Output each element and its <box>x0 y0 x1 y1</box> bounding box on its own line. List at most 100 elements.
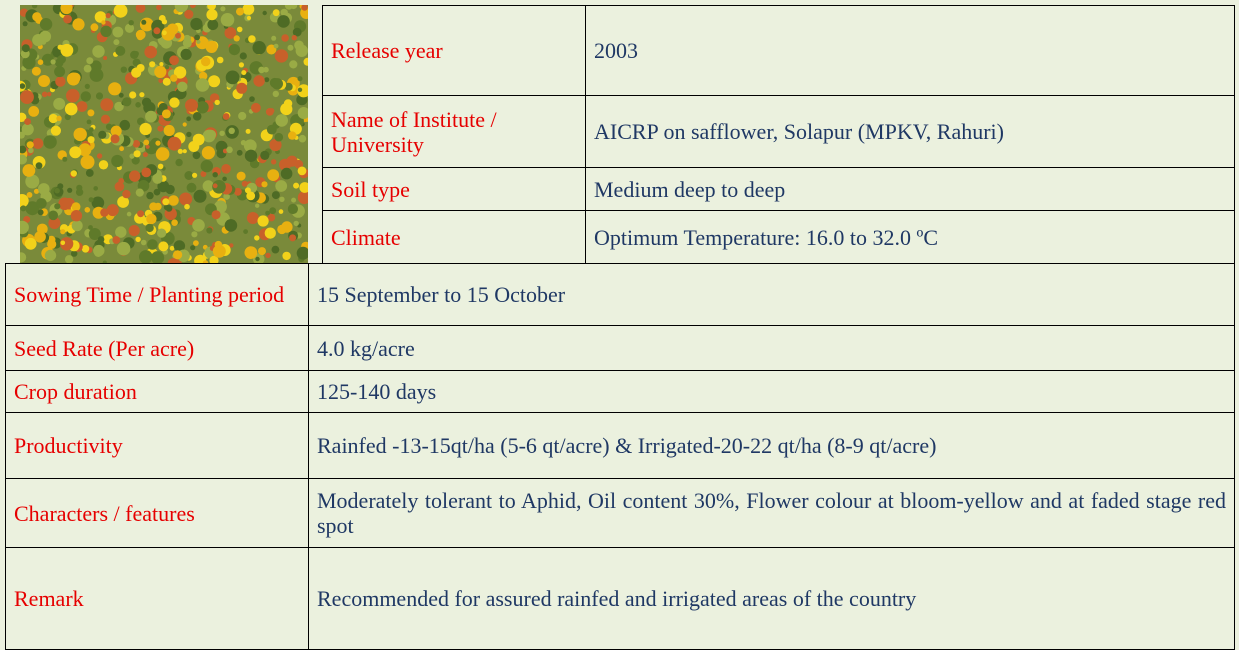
texture-dot <box>289 234 297 242</box>
texture-dot <box>291 35 297 41</box>
texture-dot <box>164 65 170 70</box>
texture-dot <box>129 170 141 182</box>
texture-dot <box>236 26 243 33</box>
texture-dot <box>177 148 183 154</box>
texture-dot <box>124 23 135 33</box>
texture-dot <box>128 20 134 26</box>
texture-dot <box>38 75 50 87</box>
texture-dot <box>251 102 261 113</box>
texture-dot <box>183 34 192 43</box>
table-row: Soil type Medium deep to deep <box>322 167 1235 211</box>
texture-dot <box>25 174 40 189</box>
texture-dot <box>169 245 175 251</box>
texture-dot <box>43 135 57 149</box>
texture-dot <box>166 23 179 35</box>
texture-dot <box>190 17 203 31</box>
texture-dot <box>162 198 170 206</box>
texture-dot <box>167 136 182 151</box>
texture-dot <box>297 87 303 93</box>
texture-dot <box>287 44 294 51</box>
texture-dot <box>41 91 48 98</box>
texture-dot <box>91 196 105 210</box>
texture-dot <box>24 118 31 125</box>
texture-dot <box>209 255 219 263</box>
row-label: Soil type <box>322 167 586 211</box>
texture-dot <box>201 146 215 160</box>
texture-dot <box>84 83 90 89</box>
texture-dot <box>76 101 88 112</box>
texture-dot <box>186 182 197 193</box>
texture-dot <box>301 5 308 11</box>
texture-dot <box>254 235 260 241</box>
texture-dot <box>165 205 173 212</box>
texture-dot <box>81 245 90 253</box>
texture-dot <box>56 115 62 122</box>
texture-dot <box>142 152 148 158</box>
row-label: Remark <box>5 547 309 650</box>
texture-dot <box>54 203 61 210</box>
texture-dot <box>88 228 101 240</box>
texture-dot <box>50 125 61 136</box>
row-value: Optimum Temperature: 16.0 to 32.0 ºC <box>585 210 1235 264</box>
texture-dot <box>229 243 234 248</box>
texture-dot <box>97 236 105 243</box>
texture-dot <box>282 251 291 261</box>
texture-dot <box>72 18 85 31</box>
texture-dot <box>110 125 122 137</box>
row-label: Seed Rate (Per acre) <box>5 325 309 371</box>
texture-dot <box>131 67 142 78</box>
texture-dot <box>188 141 200 152</box>
texture-dot <box>283 99 293 108</box>
texture-dot <box>238 62 244 68</box>
texture-dot <box>219 130 225 136</box>
texture-dot <box>83 64 92 73</box>
texture-dot <box>266 124 277 135</box>
texture-dot <box>244 149 258 162</box>
texture-dot <box>280 167 293 180</box>
texture-dot <box>22 164 36 177</box>
texture-dot <box>120 66 128 73</box>
texture-dot <box>37 209 44 216</box>
texture-dot <box>20 154 27 165</box>
texture-dot <box>122 97 132 107</box>
row-label: Productivity <box>5 412 309 479</box>
texture-dot <box>137 117 145 126</box>
texture-dot <box>236 82 248 94</box>
texture-dot <box>257 215 269 227</box>
texture-dot <box>44 249 57 262</box>
texture-dot <box>20 252 27 263</box>
texture-dot <box>194 254 207 263</box>
texture-dot <box>20 90 34 104</box>
texture-dot <box>175 158 183 167</box>
texture-dot <box>113 5 128 18</box>
texture-dot <box>271 78 283 90</box>
texture-dot <box>21 123 34 136</box>
row-value: Moderately tolerant to Aphid, Oil conten… <box>308 478 1235 548</box>
texture-dot <box>64 113 71 121</box>
texture-dot <box>66 88 80 103</box>
texture-dot <box>139 122 152 136</box>
texture-dot <box>106 204 119 217</box>
table-row: Name of Institute / University AICRP on s… <box>322 95 1235 168</box>
texture-dot <box>211 210 221 220</box>
texture-dot <box>292 27 302 37</box>
texture-dot <box>87 109 95 117</box>
texture-dot <box>162 30 167 36</box>
row-label: Characters / features <box>5 478 309 548</box>
texture-dot <box>71 250 78 257</box>
table-row: Seed Rate (Per acre) 4.0 kg/acre <box>5 325 1235 371</box>
texture-dot <box>20 194 29 208</box>
texture-dot <box>244 246 258 259</box>
texture-dot <box>22 21 28 27</box>
texture-dot <box>286 155 298 167</box>
texture-dot <box>126 211 132 217</box>
texture-dot <box>108 82 122 96</box>
texture-dot <box>271 245 280 254</box>
texture-dot <box>103 56 108 60</box>
texture-dot <box>233 35 240 42</box>
texture-dot <box>93 186 98 191</box>
texture-dot <box>163 124 175 137</box>
texture-dot <box>39 18 53 31</box>
texture-dot <box>143 139 150 146</box>
